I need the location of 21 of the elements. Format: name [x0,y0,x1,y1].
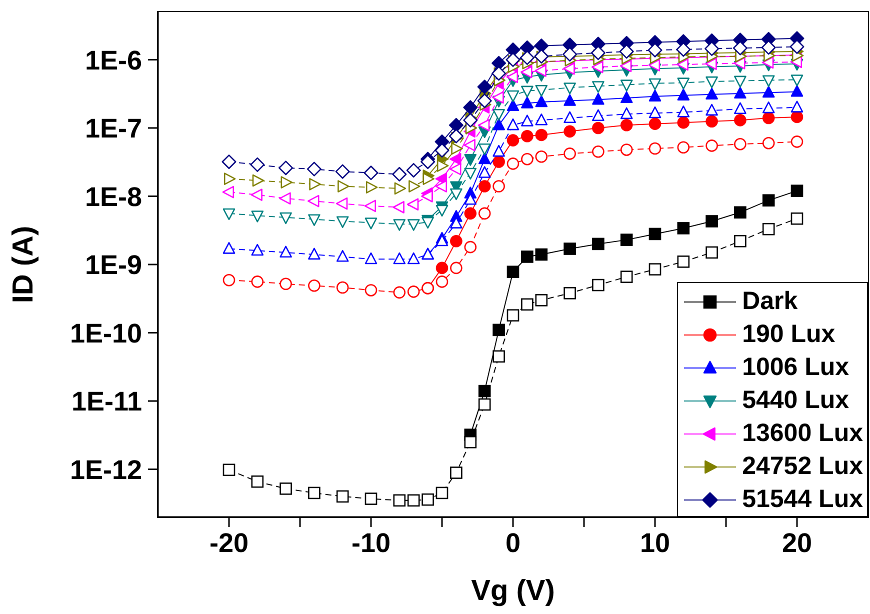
legend-label: 24752 Lux [742,452,863,481]
y-tick-label: 1E-8 [84,182,142,212]
legend-label: 51544 Lux [742,485,863,514]
x-axis-title: Vg (V) [471,575,555,607]
x-tick-label: 10 [640,528,670,558]
legend-label: 5440 Lux [742,386,850,415]
y-tick-label: 1E-7 [84,114,142,144]
x-tick-label: -10 [351,528,391,558]
y-tick-label: 1E-9 [84,250,142,280]
y-axis-title: ID (A) [7,226,40,304]
y-tick-label: 1E-10 [70,318,142,348]
x-tick-label: -20 [209,528,249,558]
legend-label: 13600 Lux [742,419,863,448]
legend-label: Dark [742,287,798,316]
y-tick-label: 1E-12 [70,454,142,485]
y-tick-label: 1E-6 [84,45,142,76]
x-tick-label: 0 [505,528,521,558]
legend-label: 1006 Lux [742,353,850,382]
x-tick-label: 20 [782,528,812,558]
y-tick-label: 1E-11 [71,386,142,417]
legend-label: 190 Lux [742,320,836,349]
